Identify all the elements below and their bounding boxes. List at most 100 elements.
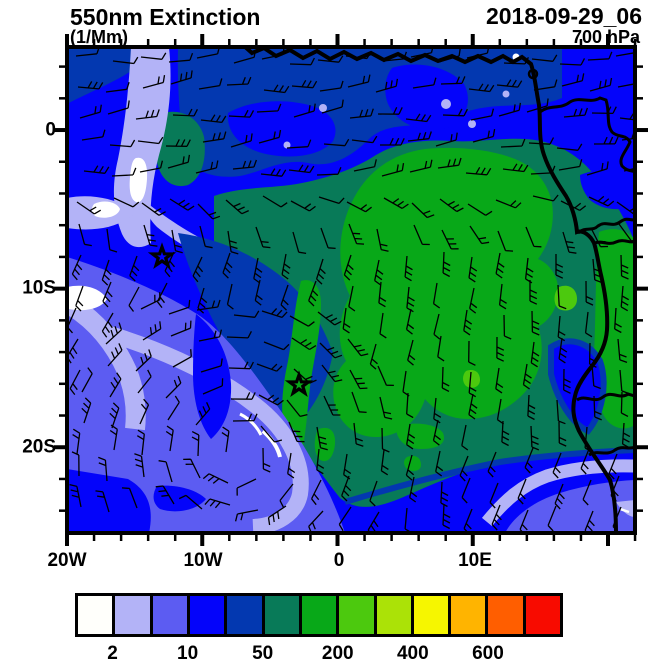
wind-barb — [405, 308, 415, 335]
wind-barb — [98, 456, 108, 482]
wind-barb — [293, 103, 316, 118]
wind-barb — [498, 102, 522, 117]
wind-barb — [67, 338, 79, 364]
wind-barb — [584, 510, 595, 533]
wind-barb — [200, 358, 223, 373]
wind-barb — [81, 397, 92, 424]
wind-barb — [135, 349, 152, 372]
star-marker — [284, 370, 314, 398]
wind-barb — [351, 391, 367, 414]
wind-barb — [530, 165, 556, 175]
wind-barb — [614, 307, 622, 334]
wind-barb — [320, 227, 336, 250]
colorbar-tick-label: 50 — [252, 643, 274, 664]
wind-barb — [529, 280, 538, 305]
wind-barb — [437, 157, 462, 169]
map-field — [67, 47, 635, 533]
wind-barb — [621, 131, 635, 141]
wind-barb — [317, 311, 342, 326]
wind-barb — [495, 252, 505, 279]
field-blue-blob — [385, 64, 468, 130]
wind-barb — [463, 309, 473, 336]
wind-barb — [348, 285, 356, 312]
wind-barb — [465, 166, 492, 176]
wind-barb — [168, 52, 194, 63]
wind-barb — [321, 364, 343, 383]
wind-barb — [167, 154, 191, 169]
wind-barb — [202, 473, 229, 484]
wind-barb — [342, 307, 351, 334]
field-peri-speck — [319, 104, 327, 112]
wind-barb — [101, 312, 114, 338]
field-peri-band — [113, 47, 171, 248]
field-peri-coastal-stripe — [481, 459, 635, 527]
wind-barb — [262, 447, 271, 473]
wind-barb — [109, 424, 118, 451]
wind-barb — [170, 70, 193, 85]
wind-barb — [128, 286, 140, 312]
wind-barb — [172, 349, 192, 368]
wind-barb — [377, 107, 403, 115]
field-navy-topleft — [67, 47, 150, 104]
wind-barb — [289, 315, 315, 327]
colorbar — [75, 593, 563, 637]
wind-barb — [461, 424, 469, 451]
wind-barb — [591, 364, 602, 390]
wind-barb — [81, 129, 106, 141]
wind-barb — [440, 76, 466, 85]
plot-units: (1/Mm) — [70, 27, 128, 47]
wind-barb — [315, 258, 326, 285]
wind-barb — [204, 498, 231, 509]
wind-barb — [81, 367, 93, 393]
wind-barb — [71, 254, 83, 281]
wind-barb — [410, 47, 434, 58]
wind-barb — [155, 485, 175, 505]
wind-barb — [561, 73, 585, 87]
wind-barb — [167, 395, 180, 421]
wind-barb — [501, 420, 510, 447]
wind-barb — [495, 199, 522, 209]
wind-barb — [198, 329, 223, 342]
wind-barb — [558, 337, 568, 364]
wind-barb — [316, 167, 342, 176]
wind-barb — [109, 139, 136, 148]
wind-barb — [232, 413, 258, 422]
wind-barb — [281, 253, 291, 280]
wind-barb — [227, 230, 239, 255]
wind-barb — [469, 225, 490, 245]
wind-barb — [234, 509, 259, 522]
colorbar-cell — [488, 596, 526, 634]
wind-barb — [468, 340, 476, 366]
wind-barb — [380, 137, 405, 146]
wind-barb — [619, 369, 630, 395]
field-white-dash — [261, 429, 282, 458]
wind-barb — [353, 422, 364, 447]
field-peri-speck — [468, 120, 476, 128]
wind-barb — [308, 280, 319, 307]
colorbar-cell — [413, 596, 452, 634]
wind-barb — [620, 391, 629, 417]
country-border — [576, 392, 635, 402]
wind-barb — [69, 483, 82, 508]
wind-barb — [261, 308, 288, 319]
wind-barb — [348, 223, 365, 245]
wind-barb — [563, 107, 589, 118]
colorbar-cell — [189, 596, 228, 634]
field-white-patch — [129, 157, 148, 203]
wind-barb — [531, 310, 540, 336]
field-green-small — [314, 427, 336, 462]
wind-barb — [256, 363, 283, 372]
wind-barb — [491, 504, 502, 531]
wind-barb — [351, 135, 378, 144]
island-outline — [527, 68, 539, 80]
wind-barb — [263, 84, 290, 94]
wind-barb — [196, 299, 221, 311]
wind-barb — [165, 425, 174, 452]
wind-barb — [588, 342, 597, 368]
wind-barb — [379, 396, 393, 420]
wind-barb — [345, 51, 372, 60]
wind-barb — [558, 159, 583, 171]
wind-barb — [106, 228, 118, 253]
wind-barb — [406, 392, 414, 419]
